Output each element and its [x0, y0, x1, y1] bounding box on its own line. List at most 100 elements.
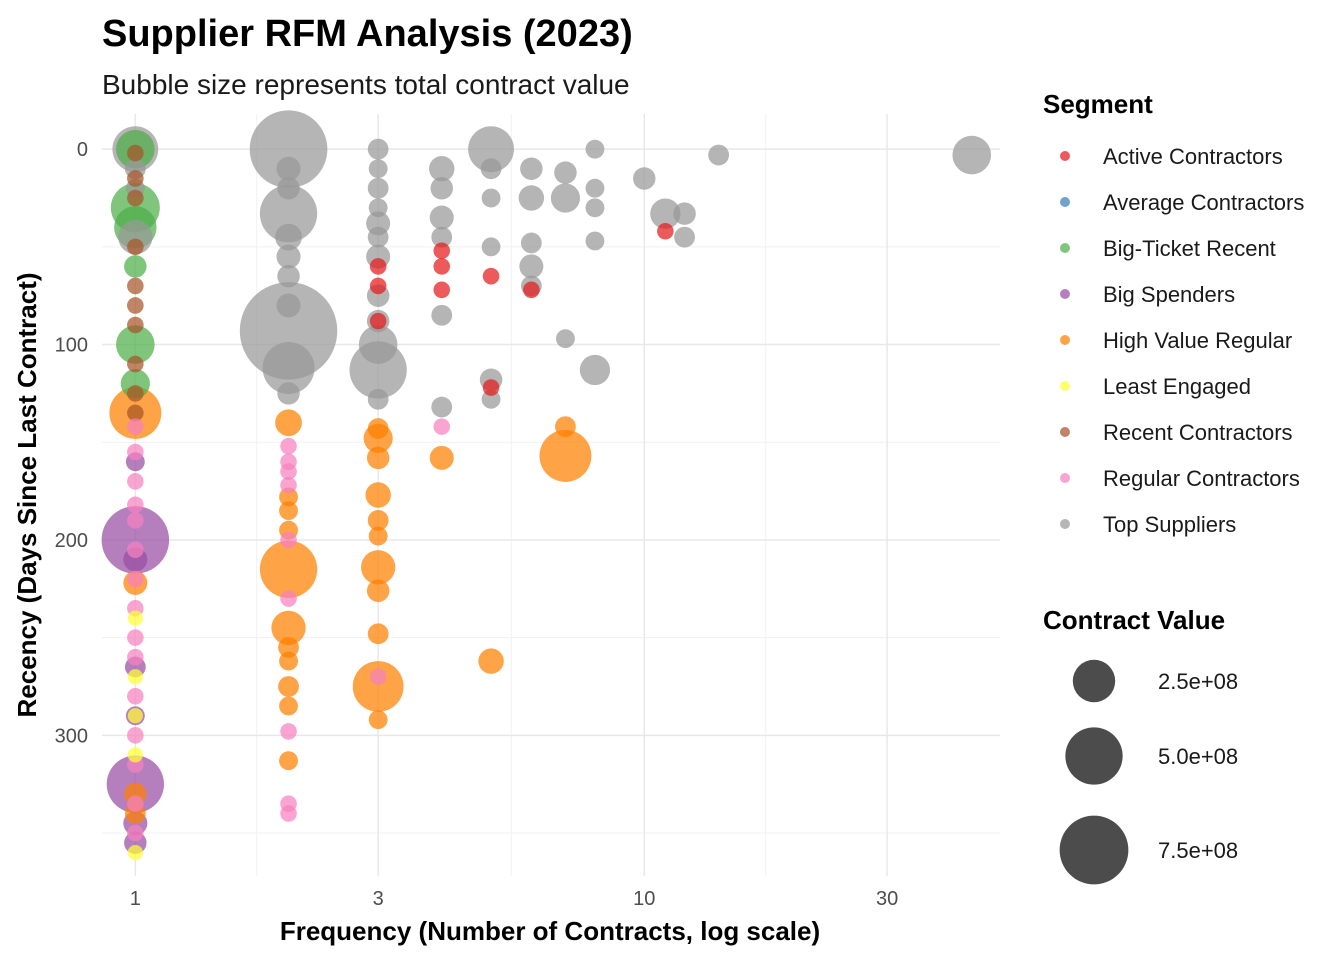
legend-key — [1060, 427, 1070, 437]
data-point — [276, 244, 301, 269]
data-point — [365, 482, 391, 508]
data-point — [127, 189, 144, 207]
data-point — [127, 496, 144, 514]
legend-label: Least Engaged — [1103, 374, 1251, 399]
data-point — [127, 316, 144, 334]
data-point — [280, 723, 297, 740]
data-point — [368, 198, 388, 218]
data-point — [366, 579, 390, 602]
legend-label: Big Spenders — [1103, 282, 1235, 307]
data-point — [429, 205, 454, 230]
data-point — [280, 531, 297, 549]
data-point — [433, 242, 451, 260]
legend-key — [1060, 243, 1070, 253]
data-point — [361, 550, 396, 585]
data-point — [249, 110, 328, 189]
data-point — [280, 463, 297, 480]
data-point — [127, 404, 144, 422]
data-point — [127, 277, 144, 295]
data-point — [431, 396, 453, 418]
data-point — [127, 418, 144, 435]
chart-subtitle: Bubble size represents total contract va… — [102, 69, 630, 100]
size-legend-label: 7.5e+08 — [1158, 838, 1238, 863]
data-point — [367, 418, 389, 439]
data-point — [520, 157, 543, 180]
data-point — [468, 126, 514, 173]
data-point — [279, 487, 298, 507]
data-point — [433, 281, 451, 299]
data-point — [116, 325, 155, 364]
legend-label: Recent Contractors — [1103, 420, 1293, 445]
data-point — [127, 824, 144, 842]
data-point — [127, 669, 143, 685]
data-point — [366, 446, 390, 470]
data-point — [674, 226, 695, 248]
data-point — [352, 661, 404, 712]
data-point — [481, 237, 501, 257]
data-point — [358, 325, 398, 364]
y-tick-label: 300 — [55, 725, 88, 747]
data-point — [124, 255, 147, 278]
legend-key — [1060, 197, 1070, 207]
x-tick-label: 3 — [373, 888, 384, 910]
data-point — [275, 223, 302, 251]
data-point — [276, 156, 301, 181]
data-point — [277, 264, 300, 288]
legend-key — [1060, 335, 1070, 345]
size-legend-key — [1072, 659, 1116, 703]
segment-legend-title: Segment — [1043, 89, 1153, 119]
data-point — [367, 388, 389, 410]
legend-key — [1060, 151, 1070, 161]
legend-key — [1060, 381, 1070, 391]
data-point — [579, 354, 611, 386]
data-point — [369, 668, 387, 685]
data-point — [127, 170, 144, 187]
data-point — [555, 329, 575, 349]
data-point — [127, 727, 144, 744]
data-point — [673, 202, 696, 225]
legend-label: Average Contractors — [1103, 190, 1304, 215]
data-point — [127, 648, 144, 666]
data-point — [259, 184, 318, 243]
data-point — [585, 139, 605, 159]
data-point — [585, 198, 605, 218]
data-point — [633, 167, 656, 190]
x-tick-label: 30 — [876, 888, 898, 910]
data-point — [127, 385, 144, 402]
legend-label: High Value Regular — [1103, 328, 1292, 353]
data-point — [367, 510, 389, 531]
data-point — [280, 437, 297, 455]
data-point — [277, 176, 300, 200]
data-point — [127, 708, 143, 724]
data-point — [430, 176, 453, 200]
data-point — [127, 355, 144, 373]
data-point — [482, 267, 500, 285]
data-point — [539, 429, 592, 482]
data-point — [585, 231, 605, 251]
data-point — [280, 805, 297, 822]
size-legend: Contract Value 2.5e+08 5.0e+08 7.5e+08 — [1043, 605, 1238, 885]
data-point — [369, 258, 387, 275]
legend-key — [1060, 519, 1070, 529]
data-point — [367, 623, 389, 645]
data-point — [279, 651, 298, 671]
data-point — [127, 512, 144, 529]
data-point — [280, 476, 297, 494]
data-point — [429, 445, 454, 470]
data-point — [127, 541, 144, 558]
data-point — [262, 342, 315, 394]
data-point — [127, 795, 144, 812]
data-point — [523, 281, 540, 299]
x-tick-label: 1 — [130, 888, 141, 910]
size-legend-label: 5.0e+08 — [1158, 744, 1238, 769]
data-point — [127, 747, 143, 763]
data-point — [481, 389, 501, 409]
data-point — [657, 222, 674, 240]
legend-label: Active Contractors — [1103, 144, 1283, 169]
x-tick-label: 10 — [633, 888, 655, 910]
y-axis-ticks: 0 100 200 300 — [55, 139, 88, 747]
data-point — [708, 144, 730, 166]
data-point — [127, 610, 143, 626]
data-point — [433, 258, 451, 275]
y-tick-label: 100 — [55, 335, 88, 357]
